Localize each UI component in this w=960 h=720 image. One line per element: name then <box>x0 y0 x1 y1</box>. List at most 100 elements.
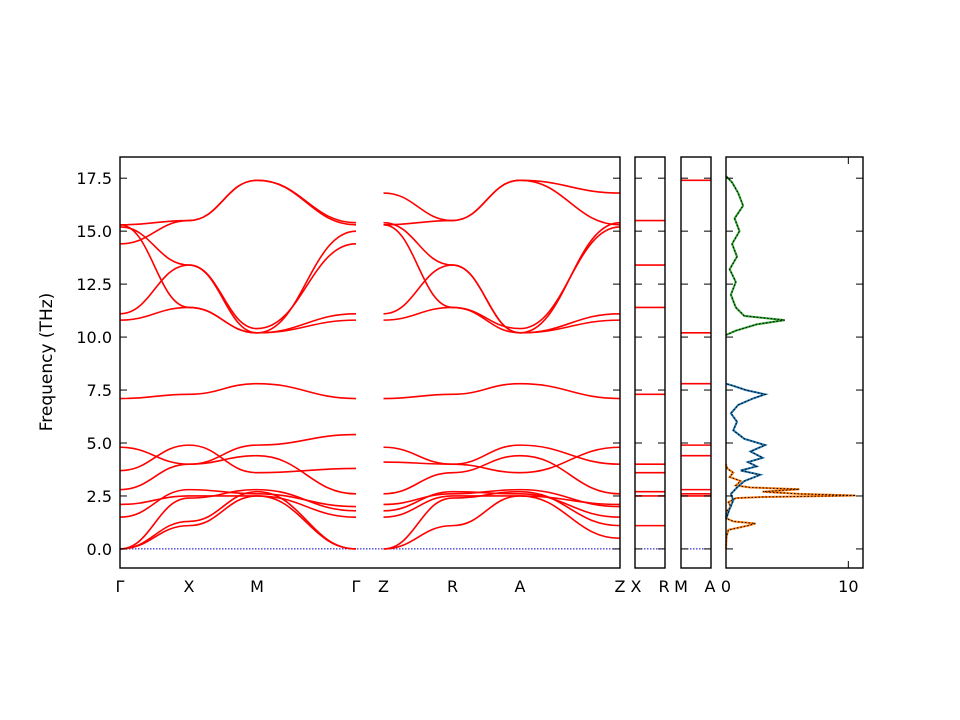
dos-total-dotted-1 <box>725 464 856 549</box>
dos-x-tick-label: 0 <box>721 577 731 596</box>
band-line <box>256 230 357 334</box>
band-line <box>383 264 453 315</box>
band-line <box>188 444 258 474</box>
band-line <box>383 493 453 506</box>
band-line <box>383 393 453 400</box>
x-tick-label-high-symmetry: M <box>250 577 264 596</box>
band-segment-Γ-X <box>119 219 190 550</box>
x-tick-label-high-symmetry: Γ <box>352 577 361 596</box>
band-line <box>119 495 190 506</box>
dos-total-dotted-3 <box>725 175 785 336</box>
band-line <box>452 444 521 465</box>
band-line <box>519 495 621 540</box>
y-tick-label: 17.5 <box>76 169 112 188</box>
band-line <box>383 221 453 266</box>
band-line <box>256 382 357 400</box>
band-line <box>256 319 357 334</box>
band-line <box>452 306 521 334</box>
x-tick-label-high-symmetry: Γ <box>116 577 125 596</box>
band-line <box>383 223 453 309</box>
band-line <box>188 444 258 465</box>
band-line <box>383 497 453 550</box>
band-line <box>452 264 521 334</box>
x-tick-label-high-symmetry: X <box>631 577 642 596</box>
band-line <box>256 493 357 508</box>
band-line <box>188 490 258 523</box>
x-tick-label-high-symmetry: R <box>447 577 458 596</box>
dos-panel <box>724 156 864 569</box>
band-line <box>519 446 621 474</box>
band-segment-Z-R <box>383 192 453 550</box>
band-line <box>452 179 521 222</box>
band-line <box>452 454 521 474</box>
band-segment-M-Γ <box>256 179 357 550</box>
y-tick-label: 2.5 <box>87 487 112 506</box>
band-line <box>188 488 258 495</box>
band-panel-m-a-frame <box>680 156 712 569</box>
band-line <box>519 221 621 334</box>
y-tick-label: 7.5 <box>87 381 112 400</box>
band-line <box>188 495 258 527</box>
band-line <box>519 382 621 400</box>
band-line <box>119 393 190 400</box>
band-line <box>256 179 357 224</box>
band-line <box>519 493 621 518</box>
band-line <box>256 454 357 495</box>
band-line <box>188 264 258 330</box>
band-line <box>383 495 453 518</box>
x-tick-labels: Γ X M Γ Z R A Z X R M A 0 10 <box>116 577 859 596</box>
x-tick-label-high-symmetry: Z <box>615 577 626 596</box>
band-line <box>119 497 190 550</box>
band-segment-A-Z <box>519 179 621 540</box>
band-line <box>452 490 521 499</box>
band-line <box>188 179 258 222</box>
band-line <box>519 179 621 226</box>
band-line <box>256 433 357 446</box>
band-line <box>452 463 521 474</box>
band-line <box>519 490 621 527</box>
band-line <box>452 488 521 495</box>
x-tick-label-high-symmetry: R <box>658 577 669 596</box>
band-line <box>119 444 190 472</box>
y-tick-labels: 0.0 2.5 5.0 7.5 10.0 12.5 15.0 17.5 <box>76 169 112 559</box>
x-tick-label-high-symmetry: A <box>705 577 716 596</box>
band-line <box>452 306 521 330</box>
band-panel-main-frame <box>119 156 621 569</box>
dos-series-1 <box>724 463 856 549</box>
band-line <box>188 264 258 334</box>
x-tick-label-high-symmetry: M <box>674 577 688 596</box>
band-line <box>119 306 190 321</box>
band-line <box>383 471 453 495</box>
x-tick-label-high-symmetry: X <box>184 577 195 596</box>
band-line <box>452 382 521 396</box>
band-line <box>256 467 357 474</box>
band-line <box>519 444 621 465</box>
band-line <box>383 446 453 465</box>
band-line <box>119 524 190 550</box>
band-line <box>256 179 357 226</box>
band-panel-x-r-frame <box>634 156 666 569</box>
y-axis-label: Frequency (THz) <box>37 293 57 432</box>
x-tick-label-high-symmetry: Z <box>378 577 389 596</box>
x-tick-label-high-symmetry: A <box>515 577 526 596</box>
band-segment-R-A <box>452 179 521 527</box>
band-line <box>383 524 453 550</box>
band-line <box>119 264 190 315</box>
band-line <box>383 490 453 512</box>
band-line <box>119 219 190 226</box>
band-panel-main <box>119 156 621 569</box>
band-line <box>119 463 190 491</box>
band-line <box>519 495 621 506</box>
band-line <box>519 454 621 495</box>
band-line <box>256 312 357 334</box>
band-line <box>188 306 258 334</box>
band-line <box>188 488 258 499</box>
dos-panel-frame <box>725 156 864 569</box>
y-tick-label: 5.0 <box>87 434 112 453</box>
y-tick-label: 15.0 <box>76 222 112 241</box>
band-line <box>383 306 453 321</box>
band-panel-m-a <box>680 156 712 569</box>
band-line <box>452 495 521 527</box>
dos-series-3 <box>725 175 785 336</box>
